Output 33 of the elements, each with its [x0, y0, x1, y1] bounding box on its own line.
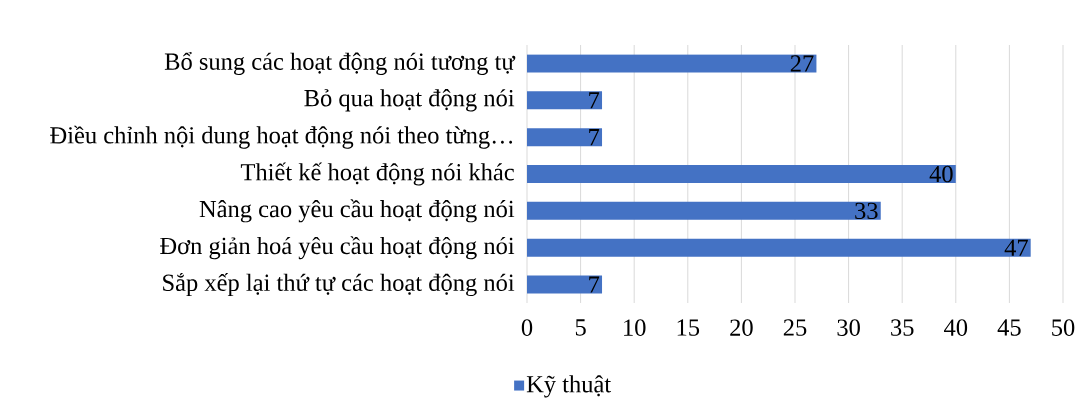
x-tick-label: 20	[730, 319, 753, 336]
data-label: 33	[855, 202, 878, 220]
x-tick-label: 5	[575, 319, 586, 336]
data-label: 27	[790, 55, 814, 72]
bar	[527, 238, 1031, 257]
x-tick-label: 0	[521, 319, 533, 336]
bar	[527, 54, 817, 73]
x-tick-label: 40	[944, 319, 968, 336]
x-tick-label: 10	[624, 319, 646, 336]
data-label: 47	[1004, 239, 1028, 256]
bar	[527, 201, 881, 220]
y-tick-label: Thiết kế hoạt động nói khác	[240, 162, 514, 186]
bar	[527, 275, 603, 294]
y-tick-label: Nâng cao yêu cầu hoạt động nói	[199, 199, 515, 223]
x-tick-label: 30	[837, 319, 860, 336]
bar	[527, 91, 603, 110]
y-tick-label: Bổ sung các hoạt động nói tương tự	[164, 51, 516, 75]
x-tick-label: 15	[677, 319, 700, 336]
y-tick-label: Điều chỉnh nội dung hoạt động nói theo từng…	[50, 125, 513, 149]
x-tick-label: 50	[1052, 319, 1075, 336]
legend-label: Kỹ thuật	[526, 375, 612, 398]
x-tick-label: 25	[783, 319, 807, 336]
x-tick-label: 45	[997, 319, 1021, 336]
x-tick-label: 35	[891, 319, 914, 336]
y-tick-label: Đơn giản hoá yêu cầu hoạt động nói	[160, 236, 515, 260]
y-tick-label: Sắp xếp lại thứ tự các hoạt động nói	[163, 273, 515, 297]
data-label: 7	[589, 129, 600, 146]
bar	[527, 128, 603, 147]
y-tick-label: Bỏ qua hoạt động nói	[304, 89, 515, 112]
data-label: 40	[929, 165, 953, 183]
data-label: 7	[589, 92, 600, 109]
bar	[527, 165, 956, 183]
data-label: 7	[589, 276, 600, 293]
